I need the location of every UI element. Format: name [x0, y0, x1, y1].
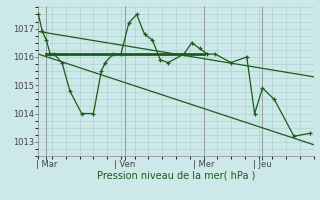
X-axis label: Pression niveau de la mer( hPa ): Pression niveau de la mer( hPa ) [97, 171, 255, 181]
